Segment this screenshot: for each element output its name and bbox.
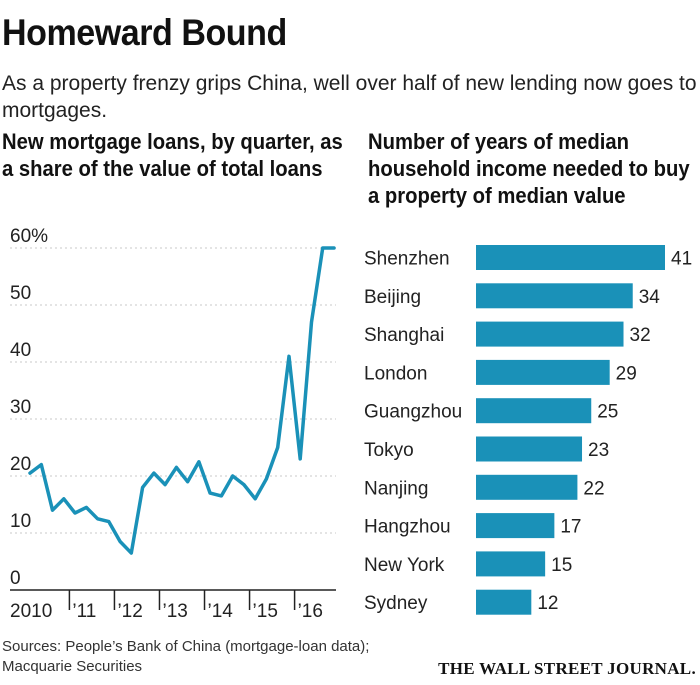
- bar: [476, 398, 592, 424]
- data-point: [186, 480, 190, 484]
- data-point: [107, 520, 111, 523]
- bar-value-label: 22: [583, 478, 604, 499]
- data-point: [208, 491, 212, 495]
- bar-category-label: Shenzhen: [364, 249, 450, 270]
- data-point: [152, 471, 156, 475]
- y-tick-label: 30: [10, 397, 31, 418]
- mortgage-share-line: [28, 246, 336, 555]
- data-point: [242, 483, 246, 486]
- x-tick-label: 2010: [10, 601, 52, 622]
- line-chart-title: New mortgage loans, by quarter, as a sha…: [2, 129, 343, 181]
- chart-title: Homeward Bound: [2, 12, 287, 53]
- bar-value-label: 25: [597, 402, 618, 423]
- bar-category-label: Guangzhou: [364, 402, 462, 423]
- source-note: Sources: People’s Bank of China (mortgag…: [2, 638, 370, 675]
- data-point: [253, 497, 257, 501]
- bar: [476, 283, 633, 309]
- y-tick-label: 10: [10, 511, 31, 532]
- bar-category-label: Nanjing: [364, 478, 428, 499]
- data-point: [141, 486, 144, 489]
- bar-value-label: 32: [630, 325, 651, 346]
- y-tick-label: 50: [10, 283, 31, 304]
- x-tick-label: ’13: [162, 601, 187, 622]
- data-point: [118, 540, 122, 543]
- y-tick-label: 60%: [10, 226, 48, 247]
- y-tick-label: 40: [10, 340, 31, 361]
- data-point: [197, 460, 201, 464]
- bar-chart-title: Number of years of median household inco…: [368, 129, 690, 208]
- y-tick-label: 0: [10, 568, 21, 589]
- data-point: [51, 508, 54, 512]
- data-point: [298, 457, 302, 461]
- x-tick-label: ’16: [298, 601, 323, 622]
- bar: [476, 474, 578, 500]
- x-tick-label: ’14: [208, 601, 234, 622]
- bar-value-label: 29: [616, 363, 637, 384]
- data-point: [231, 474, 235, 478]
- x-tick-label: ’12: [117, 601, 142, 622]
- bar-category-label: Sydney: [364, 593, 428, 614]
- bar: [476, 589, 532, 615]
- data-point: [287, 354, 291, 358]
- bar-value-label: 41: [671, 249, 692, 270]
- bar: [476, 245, 665, 270]
- bar-category-label: London: [364, 363, 427, 384]
- data-point: [220, 494, 223, 498]
- x-tick-label: ’11: [72, 601, 96, 622]
- data-point: [321, 246, 325, 250]
- chart-subtitle: As a property frenzy grips China, well o…: [2, 72, 697, 122]
- data-point: [73, 511, 77, 515]
- bar-category-label: Tokyo: [364, 440, 414, 461]
- data-point: [332, 246, 336, 250]
- data-point: [174, 466, 178, 469]
- data-point: [39, 463, 43, 466]
- x-tick-label: ’15: [253, 601, 278, 622]
- data-point: [96, 517, 99, 521]
- bar-value-label: 34: [639, 287, 661, 308]
- data-point: [276, 446, 280, 449]
- bar-value-label: 12: [537, 593, 558, 614]
- bar: [476, 359, 610, 385]
- bar-category-label: Hangzhou: [364, 517, 451, 538]
- y-tick-label: 20: [10, 454, 31, 475]
- publisher-logo: THE WALL STREET JOURNAL.: [438, 659, 696, 678]
- data-point: [310, 320, 313, 324]
- data-point: [62, 497, 66, 501]
- data-point: [84, 505, 88, 509]
- bar-category-label: Beijing: [364, 287, 421, 308]
- bar-category-label: Shanghai: [364, 325, 444, 346]
- bar-value-label: 23: [588, 440, 609, 461]
- data-point: [129, 551, 133, 555]
- data-point: [265, 477, 268, 481]
- bar: [476, 551, 546, 577]
- data-point: [28, 471, 32, 475]
- bar: [476, 321, 624, 347]
- data-point: [163, 483, 167, 486]
- bar-value-label: 17: [560, 517, 581, 538]
- bar-value-label: 15: [551, 555, 572, 576]
- bar: [476, 513, 555, 539]
- bar: [476, 436, 583, 462]
- bar-category-label: New York: [364, 555, 445, 576]
